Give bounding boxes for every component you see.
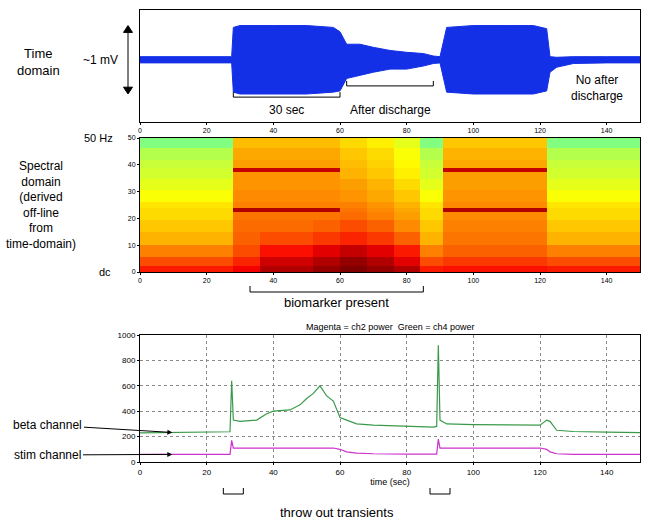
svg-text:Timedomain: Timedomain (17, 46, 60, 78)
svg-text:80: 80 (403, 277, 411, 284)
svg-text:20: 20 (128, 215, 136, 222)
svg-text:0: 0 (138, 277, 142, 284)
svg-text:0: 0 (138, 127, 142, 134)
svg-text:200: 200 (122, 432, 136, 441)
svg-text:beta channel: beta channel (13, 418, 82, 432)
svg-text:60: 60 (336, 127, 344, 134)
svg-text:~1 mV: ~1 mV (83, 53, 118, 67)
svg-text:60: 60 (336, 468, 345, 477)
svg-text:20: 20 (202, 468, 211, 477)
svg-text:biomarker present: biomarker present (284, 295, 389, 310)
svg-text:throw out transients: throw out transients (280, 505, 394, 520)
svg-text:0: 0 (132, 268, 136, 275)
svg-text:140: 140 (601, 277, 613, 284)
svg-text:40: 40 (269, 468, 278, 477)
svg-text:80: 80 (402, 468, 411, 477)
svg-text:20: 20 (203, 127, 211, 134)
svg-text:Spectraldomain(derivedoff-line: Spectraldomain(derivedoff-linefromtime-d… (6, 159, 76, 251)
svg-text:400: 400 (122, 407, 136, 416)
svg-text:120: 120 (534, 277, 546, 284)
svg-text:100: 100 (467, 277, 479, 284)
svg-text:0: 0 (131, 458, 136, 467)
svg-text:50 Hz: 50 Hz (84, 132, 113, 144)
svg-text:800: 800 (122, 356, 136, 365)
svg-text:After discharge: After discharge (350, 103, 431, 117)
svg-text:40: 40 (128, 161, 136, 168)
svg-text:20: 20 (203, 277, 211, 284)
svg-text:dc: dc (99, 266, 111, 278)
svg-text:10: 10 (128, 242, 136, 249)
svg-text:140: 140 (601, 127, 613, 134)
svg-text:1000: 1000 (118, 331, 136, 340)
svg-text:120: 120 (533, 468, 547, 477)
svg-text:time (sec): time (sec) (370, 477, 410, 487)
svg-text:100: 100 (467, 468, 481, 477)
svg-text:30 sec: 30 sec (269, 103, 304, 117)
svg-text:No afterdischarge: No afterdischarge (571, 73, 623, 103)
svg-text:80: 80 (403, 127, 411, 134)
svg-text:0: 0 (138, 468, 143, 477)
svg-text:600: 600 (122, 382, 136, 391)
svg-text:50: 50 (128, 134, 136, 141)
svg-text:100: 100 (467, 127, 479, 134)
svg-text:40: 40 (269, 127, 277, 134)
svg-text:140: 140 (600, 468, 614, 477)
svg-text:stim channel: stim channel (14, 448, 81, 462)
svg-text:60: 60 (336, 277, 344, 284)
svg-text:40: 40 (269, 277, 277, 284)
svg-text:120: 120 (534, 127, 546, 134)
svg-text:30: 30 (128, 188, 136, 195)
svg-text:Magenta = ch2 power Green = c: Magenta = ch2 power Green = ch4 power (306, 322, 475, 332)
